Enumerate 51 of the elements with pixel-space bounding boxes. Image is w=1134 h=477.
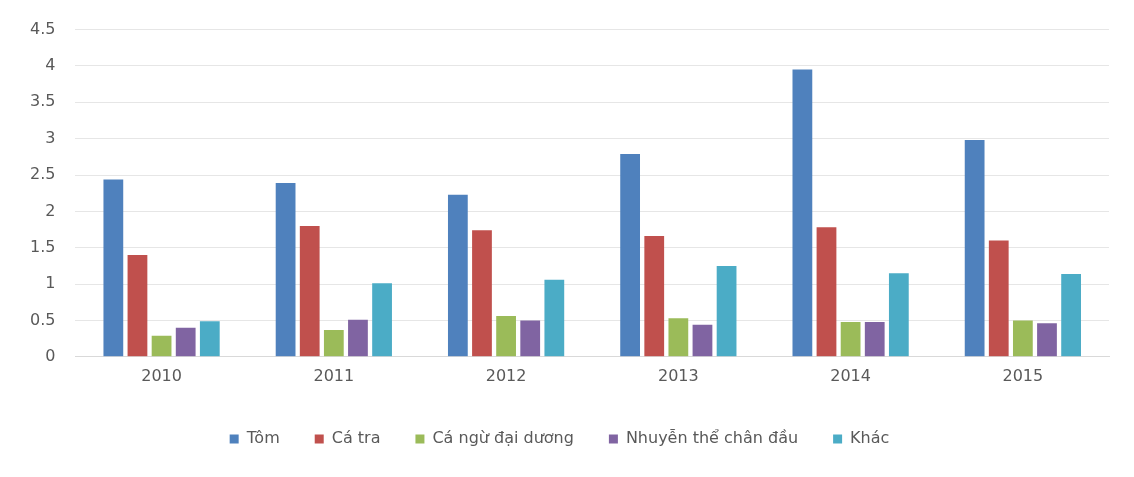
y-tick-label: 3: [45, 127, 56, 147]
x-tick-label: 2015: [1002, 365, 1044, 385]
bar: [620, 153, 641, 357]
x-tick-label: 2013: [657, 365, 699, 385]
bar: [447, 194, 468, 357]
bar: [472, 230, 492, 357]
y-tick-label: 0: [45, 345, 56, 365]
bar: [692, 324, 713, 357]
bar: [103, 179, 124, 357]
y-tick-label: 0.5: [29, 309, 56, 329]
bar: [372, 283, 392, 357]
bar: [1061, 273, 1081, 357]
bar: [792, 69, 813, 357]
bar: [644, 236, 665, 357]
y-tick-label: 2.5: [29, 164, 56, 184]
y-tick-label: 1: [45, 273, 56, 293]
bar: [520, 320, 541, 357]
bar: [348, 319, 368, 357]
y-tick-label: 2: [45, 200, 56, 220]
x-tick-label: 2011: [313, 365, 355, 385]
y-tick-label: 1.5: [29, 236, 56, 256]
bar: [275, 183, 296, 357]
y-tick-label: 3.5: [29, 91, 56, 111]
bar: [299, 225, 320, 357]
bar: [496, 316, 516, 357]
y-tick-label: 4.5: [29, 18, 56, 38]
bar: [888, 273, 909, 357]
bar: [151, 335, 172, 357]
bar: [840, 321, 861, 357]
bar: [544, 279, 565, 357]
bar: [816, 227, 837, 357]
x-tick-label: 2014: [830, 365, 871, 385]
bar: [1012, 320, 1033, 357]
legend-label: Cá tra: [331, 428, 381, 448]
bar: [199, 321, 220, 357]
bar: [668, 318, 689, 357]
bar: [864, 321, 885, 357]
bar: [127, 255, 148, 357]
legend-label: Cá ngừ đại dương: [432, 428, 574, 448]
legend-label: Khác: [850, 428, 890, 448]
y-tick-label: 4: [45, 55, 56, 75]
bar: [964, 140, 985, 357]
bar: [1037, 323, 1057, 357]
x-tick-label: 2012: [485, 365, 527, 385]
bar: [988, 240, 1009, 357]
bar: [716, 265, 737, 357]
legend-label: Nhuyễn thể chân đầu: [625, 428, 799, 448]
bar: [323, 329, 344, 357]
bar: [175, 327, 196, 357]
legend-label: Tôm: [245, 428, 280, 448]
x-tick-label: 2010: [141, 365, 182, 385]
